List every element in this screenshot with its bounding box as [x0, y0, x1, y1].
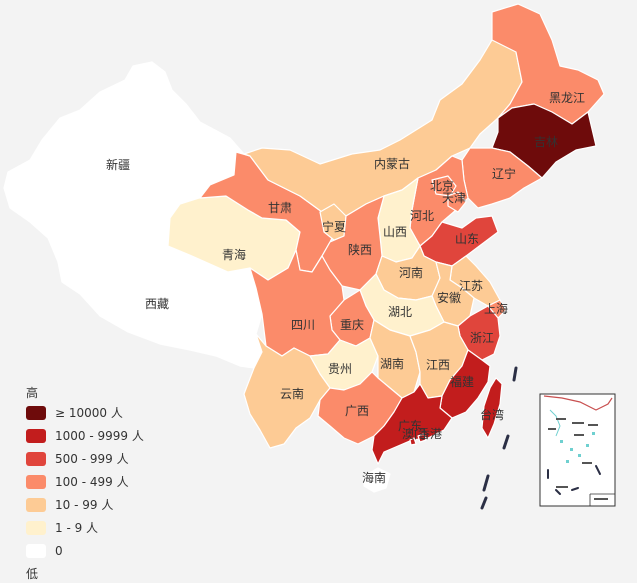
label-neimenggu: 内蒙古: [374, 156, 410, 171]
label-jiangxi: 江西: [426, 358, 450, 372]
island-dash-lines: [480, 366, 518, 510]
legend-item-label: 500 - 999 人: [55, 452, 129, 466]
province-labels: 新疆 西藏 青海 甘肃 内蒙古 黑龙江 吉林 辽宁 北京 天津 河北 山西 宁夏…: [106, 91, 585, 485]
legend-item-label: 10 - 99 人: [55, 498, 114, 512]
label-shanghai: 上海: [484, 301, 508, 316]
label-xianggang: 香港: [418, 427, 442, 441]
legend-swatch: [26, 406, 46, 420]
legend-swatch: [26, 521, 46, 535]
legend-swatch: [26, 429, 46, 443]
province-taiwan[interactable]: [481, 377, 503, 439]
label-sichuan: 四川: [291, 318, 315, 332]
legend-swatch: [26, 475, 46, 489]
label-chongqing: 重庆: [340, 318, 364, 332]
label-qinghai: 青海: [222, 247, 246, 262]
legend-item-label: 0: [55, 544, 63, 558]
province-aomen[interactable]: [409, 437, 417, 446]
province-hainan[interactable]: [363, 467, 391, 493]
label-shanxi: 山西: [383, 225, 407, 239]
province-xianggang[interactable]: [417, 433, 427, 443]
label-taiwan: 台湾: [480, 407, 504, 422]
label-guizhou: 贵州: [328, 362, 352, 376]
label-guangdong: 广东: [398, 419, 422, 433]
label-xizang: 西藏: [145, 297, 169, 311]
legend-item-label: ≥ 10000 人: [55, 406, 123, 420]
label-jiangsu: 江苏: [459, 279, 483, 293]
label-tianjin: 天津: [442, 191, 466, 205]
legend-swatch: [26, 452, 46, 466]
label-liaoning: 辽宁: [492, 166, 516, 181]
label-beijing: 北京: [430, 179, 454, 193]
label-yunnan: 云南: [280, 386, 304, 401]
legend-item-label: 1000 - 9999 人: [55, 429, 144, 443]
province-tianjin[interactable]: [447, 191, 467, 213]
label-ningxia: 宁夏: [322, 219, 346, 234]
label-hainan: 海南: [362, 470, 386, 485]
label-hunan: 湖南: [380, 356, 404, 371]
legend-item-label: 100 - 499 人: [55, 475, 129, 489]
label-shandong: 山东: [455, 232, 479, 246]
legend-swatch: [26, 498, 46, 512]
label-aomen: 澳门: [402, 426, 426, 441]
legend: 高 ≥ 10000 人 1000 - 9999 人 500 - 999 人 10…: [26, 384, 176, 581]
legend-item-label: 1 - 9 人: [55, 521, 99, 535]
label-anhui: 安徽: [437, 290, 461, 305]
label-shaanxi: 陕西: [348, 242, 372, 257]
south-china-sea-inset: [539, 393, 616, 507]
province-beijing[interactable]: [431, 175, 457, 197]
label-heilongjiang: 黑龙江: [549, 91, 585, 105]
province-hunan[interactable]: [369, 319, 421, 399]
label-henan: 河南: [399, 265, 423, 280]
label-xinjiang: 新疆: [106, 157, 130, 172]
label-jilin: 吉林: [534, 135, 558, 149]
label-fujian: 福建: [450, 374, 474, 389]
label-hebei: 河北: [410, 209, 434, 223]
label-guangxi: 广西: [345, 404, 369, 418]
legend-low-label: 低: [26, 567, 39, 581]
label-zhejiang: 浙江: [470, 331, 494, 345]
label-gansu: 甘肃: [268, 201, 292, 215]
label-hubei: 湖北: [388, 304, 412, 319]
legend-high-label: 高: [26, 386, 39, 400]
legend-swatch: [26, 544, 46, 558]
